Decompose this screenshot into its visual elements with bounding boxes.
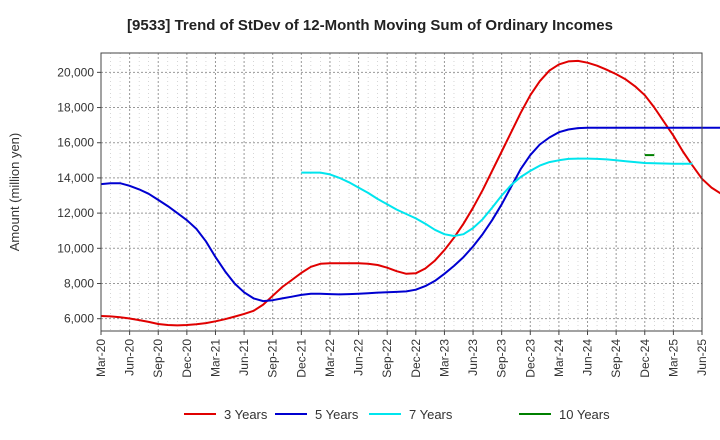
- x-tick-label: Mar-20: [94, 339, 108, 377]
- x-tick-label: Jun-21: [237, 339, 251, 376]
- x-tick-label: Sep-20: [151, 339, 165, 378]
- y-tick-label: 18,000: [57, 101, 94, 115]
- x-tick-label: Jun-23: [466, 339, 480, 376]
- x-tick-label: Mar-22: [323, 339, 337, 377]
- series-line-5-years: [100, 126, 720, 303]
- legend-label: 7 Years: [409, 407, 453, 422]
- x-tick-label: Mar-25: [666, 339, 680, 377]
- y-tick-label: 8,000: [64, 276, 94, 290]
- x-tick-label: Jun-25: [695, 339, 709, 376]
- y-axis-ticks: 6,000 8,000 10,000 12,000 14,000 16,000 18,000…: [57, 65, 101, 326]
- x-tick-label: Dec-20: [180, 339, 194, 378]
- legend-label: 10 Years: [559, 407, 610, 422]
- x-axis-ticks: Mar-20 Jun-20 Sep-20 Dec-20 Mar-21 Jun-21 Sep-…: [94, 331, 709, 378]
- x-tick-label: Dec-22: [409, 339, 423, 378]
- y-tick-label: 14,000: [57, 171, 94, 185]
- grid: [101, 53, 702, 331]
- x-tick-label: Mar-21: [208, 339, 222, 377]
- y-tick-label: 12,000: [57, 206, 94, 220]
- x-tick-label: Sep-23: [495, 339, 509, 378]
- x-tick-label: Mar-24: [552, 339, 566, 377]
- chart-title: [9533] Trend of StDev of 12-Month Moving…: [127, 17, 613, 34]
- series-line-7-years: [301, 157, 693, 237]
- y-axis-label: Amount (million yen): [7, 133, 22, 252]
- y-tick-label: 20,000: [57, 65, 94, 79]
- legend-label: 5 Years: [315, 407, 359, 422]
- legend-label: 3 Years: [224, 407, 268, 422]
- series-line-3-years: [100, 59, 720, 327]
- x-tick-label: Sep-21: [266, 339, 280, 378]
- y-tick-label: 6,000: [64, 312, 94, 326]
- x-tick-label: Jun-22: [352, 339, 366, 376]
- x-tick-label: Jun-24: [581, 339, 595, 376]
- plot-area-frame: [100, 52, 703, 332]
- x-tick-label: Jun-20: [123, 339, 137, 376]
- x-tick-label: Mar-23: [437, 339, 451, 377]
- x-tick-label: Dec-23: [523, 339, 537, 378]
- x-tick-label: Sep-22: [380, 339, 394, 378]
- x-tick-label: Sep-24: [609, 339, 623, 378]
- y-tick-label: 16,000: [57, 136, 94, 150]
- x-tick-label: Dec-21: [294, 339, 308, 378]
- series-lines: [100, 59, 720, 327]
- legend: 3 Years 5 Years 7 Years 10 Years: [184, 407, 610, 422]
- y-tick-label: 10,000: [57, 241, 94, 255]
- x-tick-label: Dec-24: [638, 339, 652, 378]
